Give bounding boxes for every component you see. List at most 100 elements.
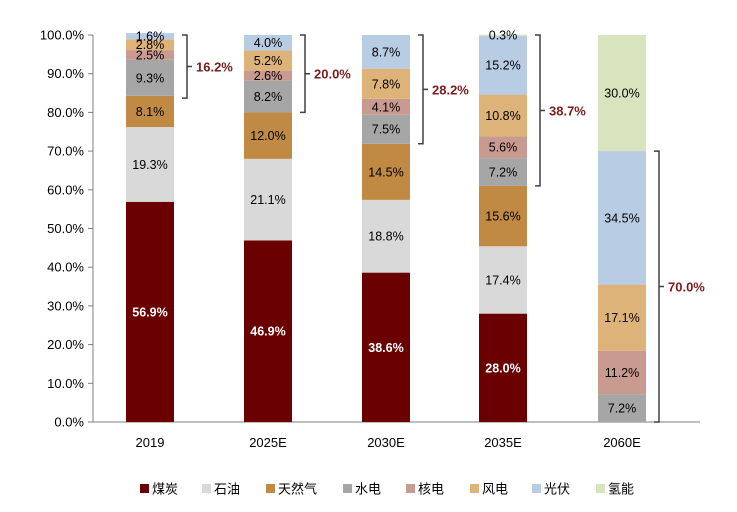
bar-segment: [362, 98, 410, 115]
data-label: 12.0%: [250, 129, 285, 143]
legend-label: 石油: [214, 483, 240, 498]
y-tick-label: 70.0%: [47, 144, 84, 159]
legend-swatch: [596, 484, 605, 493]
data-label: 8.2%: [254, 90, 283, 104]
data-label: 19.3%: [132, 158, 167, 172]
bar-segment: [598, 394, 646, 422]
data-label: 7.2%: [608, 402, 637, 416]
data-label: 15.6%: [485, 210, 520, 224]
bar-segment: [126, 33, 174, 40]
bar-segment: [362, 35, 410, 69]
x-tick-label: 2025E: [249, 435, 287, 450]
data-label: 10.8%: [485, 109, 520, 123]
bracket-label: 38.7%: [549, 103, 586, 118]
data-label: 7.8%: [372, 77, 401, 91]
data-label: 14.5%: [368, 165, 403, 179]
bracket: [300, 34, 310, 114]
data-label: 28.0%: [485, 361, 520, 375]
data-label: 30.0%: [604, 87, 639, 101]
data-label: 2.8%: [136, 38, 165, 52]
legend-label: 煤炭: [152, 483, 178, 498]
x-tick-label: 2035E: [484, 435, 522, 450]
bar-segment: [479, 246, 527, 314]
bar-segment: [126, 50, 174, 60]
data-label: 34.5%: [604, 211, 639, 225]
bracket-label: 28.2%: [432, 82, 469, 97]
legend-label: 风电: [482, 483, 508, 498]
data-label: 4.1%: [372, 100, 401, 114]
bar-segment: [126, 39, 174, 51]
data-label: 56.9%: [132, 305, 167, 319]
data-label: 1.6%: [136, 30, 165, 44]
bar-segment: [479, 313, 527, 422]
bar-segment: [362, 68, 410, 99]
bar-segment: [479, 136, 527, 159]
bar-segment: [362, 114, 410, 144]
bar-segment: [126, 127, 174, 202]
y-tick-label: 20.0%: [47, 337, 84, 352]
y-tick-label: 60.0%: [47, 182, 84, 197]
bar-segment: [244, 158, 292, 241]
bracket: [418, 34, 428, 145]
bar-segment: [362, 199, 410, 273]
bracket: [535, 34, 545, 187]
bar-segment: [244, 35, 292, 51]
y-tick-label: 0.0%: [54, 415, 84, 430]
y-tick-label: 80.0%: [47, 105, 84, 120]
legend-swatch: [266, 484, 275, 493]
bar-segment: [244, 112, 292, 159]
bar-segment: [126, 95, 174, 128]
legend-swatch: [470, 484, 479, 493]
bar-segment: [479, 158, 527, 186]
data-label: 0.3%: [489, 29, 518, 43]
legend-swatch: [532, 484, 541, 493]
bar-segment: [479, 94, 527, 137]
data-label: 8.7%: [372, 45, 401, 59]
data-label: 15.2%: [485, 59, 520, 73]
data-label: 7.2%: [489, 165, 518, 179]
bar-segment: [598, 284, 646, 351]
x-tick-label: 2030E: [367, 435, 405, 450]
bar-segment: [598, 35, 646, 152]
legend-label: 光伏: [544, 483, 570, 498]
data-label: 17.4%: [485, 273, 520, 287]
data-label: 7.5%: [372, 123, 401, 137]
y-tick-label: 100.0%: [40, 28, 85, 43]
data-label: 11.2%: [605, 366, 640, 380]
legend-swatch: [140, 484, 149, 493]
bar-segment: [244, 240, 292, 422]
bar-segment: [479, 34, 527, 36]
bracket: [182, 34, 192, 99]
bar-segment: [126, 59, 174, 96]
bracket-label: 20.0%: [314, 67, 351, 82]
bar-segment: [362, 143, 410, 200]
data-label: 38.6%: [368, 341, 403, 355]
y-tick-label: 90.0%: [47, 66, 84, 81]
data-label: 21.1%: [250, 193, 285, 207]
x-tick-label: 2019: [136, 435, 165, 450]
data-label: 46.9%: [250, 325, 285, 339]
bar-segment: [598, 350, 646, 395]
bar-segment: [244, 50, 292, 71]
data-label: 9.3%: [136, 71, 165, 85]
legend-label: 氢能: [608, 483, 634, 498]
data-label: 2.6%: [254, 69, 283, 83]
bar-segment: [126, 201, 174, 422]
x-tick-label: 2060E: [603, 435, 641, 450]
bracket-label: 70.0%: [668, 280, 705, 295]
legend-swatch: [406, 484, 415, 493]
data-label: 4.0%: [254, 36, 283, 50]
legend-label: 天然气: [278, 482, 317, 498]
data-label: 2.5%: [136, 48, 165, 62]
data-label: 18.8%: [368, 230, 403, 244]
bracket: [654, 150, 664, 423]
bar-segment: [598, 151, 646, 285]
data-label: 5.2%: [254, 54, 283, 68]
data-label: 17.1%: [604, 311, 639, 325]
bar-segment: [479, 185, 527, 247]
y-tick-label: 50.0%: [47, 221, 84, 236]
y-tick-label: 40.0%: [47, 260, 84, 275]
data-label: 8.1%: [136, 105, 165, 119]
